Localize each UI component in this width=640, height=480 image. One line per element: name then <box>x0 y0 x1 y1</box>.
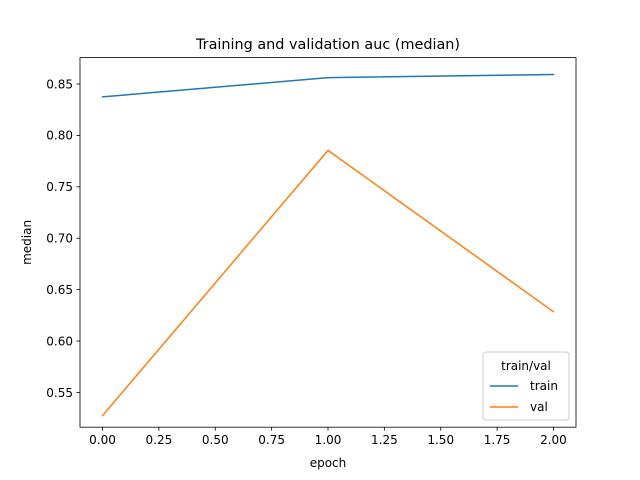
x-tick-label: 1.00 <box>315 433 342 447</box>
x-tick-label: 2.00 <box>540 433 567 447</box>
series-line-train <box>101 73 555 98</box>
legend: train/val train val <box>482 351 570 421</box>
legend-title: train/val <box>501 359 551 373</box>
plot-frame <box>79 57 577 428</box>
x-tick-label: 0.75 <box>258 433 285 447</box>
y-tick-label: 0.65 <box>46 283 73 297</box>
y-tick-label: 0.75 <box>46 180 73 194</box>
y-tick-label: 0.60 <box>46 334 73 348</box>
series-line-val <box>101 149 555 417</box>
chart-title: Training and validation auc (median) <box>195 37 460 53</box>
y-tick-label: 0.70 <box>46 232 73 246</box>
x-tick-label: 1.25 <box>371 433 398 447</box>
y-axis-ticks: 0.55 0.60 0.65 0.70 0.75 0.80 0.85 <box>46 77 80 400</box>
x-tick-label: 0.25 <box>146 433 173 447</box>
legend-label-train: train <box>530 379 558 393</box>
x-axis-label: epoch <box>310 456 347 470</box>
y-tick-label: 0.85 <box>46 77 73 91</box>
y-tick-label: 0.80 <box>46 129 73 143</box>
y-tick-label: 0.55 <box>46 386 73 400</box>
x-tick-label: 0.50 <box>202 433 229 447</box>
series-lines <box>101 73 555 417</box>
x-tick-label: 0.00 <box>89 433 116 447</box>
x-tick-label: 1.75 <box>484 433 511 447</box>
x-axis-ticks: 0.00 0.25 0.50 0.75 1.00 1.25 1.50 1.75 2.00 <box>89 427 567 447</box>
legend-label-val: val <box>530 400 548 414</box>
y-axis-label: median <box>20 220 34 265</box>
x-tick-label: 1.50 <box>427 433 454 447</box>
legend-box <box>482 351 570 421</box>
